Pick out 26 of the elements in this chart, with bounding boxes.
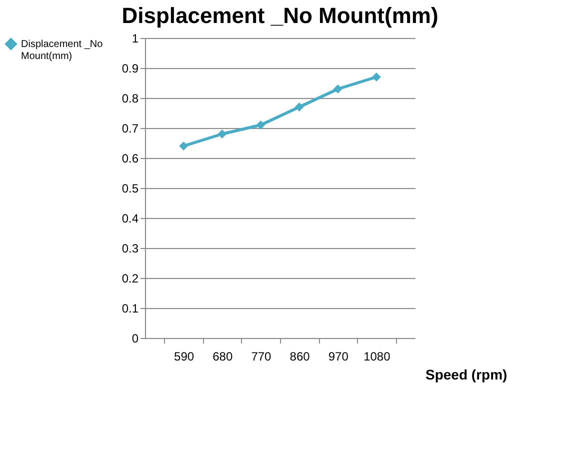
point	[256, 120, 266, 130]
y-tick-label: 0.4	[122, 212, 139, 226]
y-tick-label: 1	[132, 32, 139, 46]
point	[333, 84, 342, 94]
x-tick-label: 860	[290, 350, 310, 364]
point	[179, 142, 188, 150]
chart-title: Displacement _No Mount(mm)	[122, 3, 438, 28]
y-tick-label: 0.2	[122, 272, 139, 286]
point	[218, 130, 227, 138]
x-tick-label: 1080	[364, 350, 391, 364]
y-tick-label: 0.6	[122, 152, 139, 166]
y-tick-label: 0.8	[122, 92, 139, 106]
x-axis-title: Speed (rpm)	[426, 366, 508, 382]
point	[294, 102, 304, 112]
point	[372, 72, 381, 82]
legend-label: Displacement _No Mount(mm)	[21, 39, 104, 62]
y-tick-label: 0	[132, 332, 139, 346]
x-tick-label: 590	[174, 350, 194, 364]
y-tick-label: 0.5	[122, 182, 139, 196]
y-tick-label: 0.1	[122, 302, 139, 316]
x-tick-label: 970	[328, 350, 349, 364]
x-tick-label: 680	[212, 350, 233, 364]
y-tick-label: 0.9	[122, 62, 139, 76]
y-tick-label: 0.3	[122, 242, 139, 256]
x-tick-label: 770	[251, 350, 272, 364]
y-tick-label: 0.7	[122, 122, 139, 136]
